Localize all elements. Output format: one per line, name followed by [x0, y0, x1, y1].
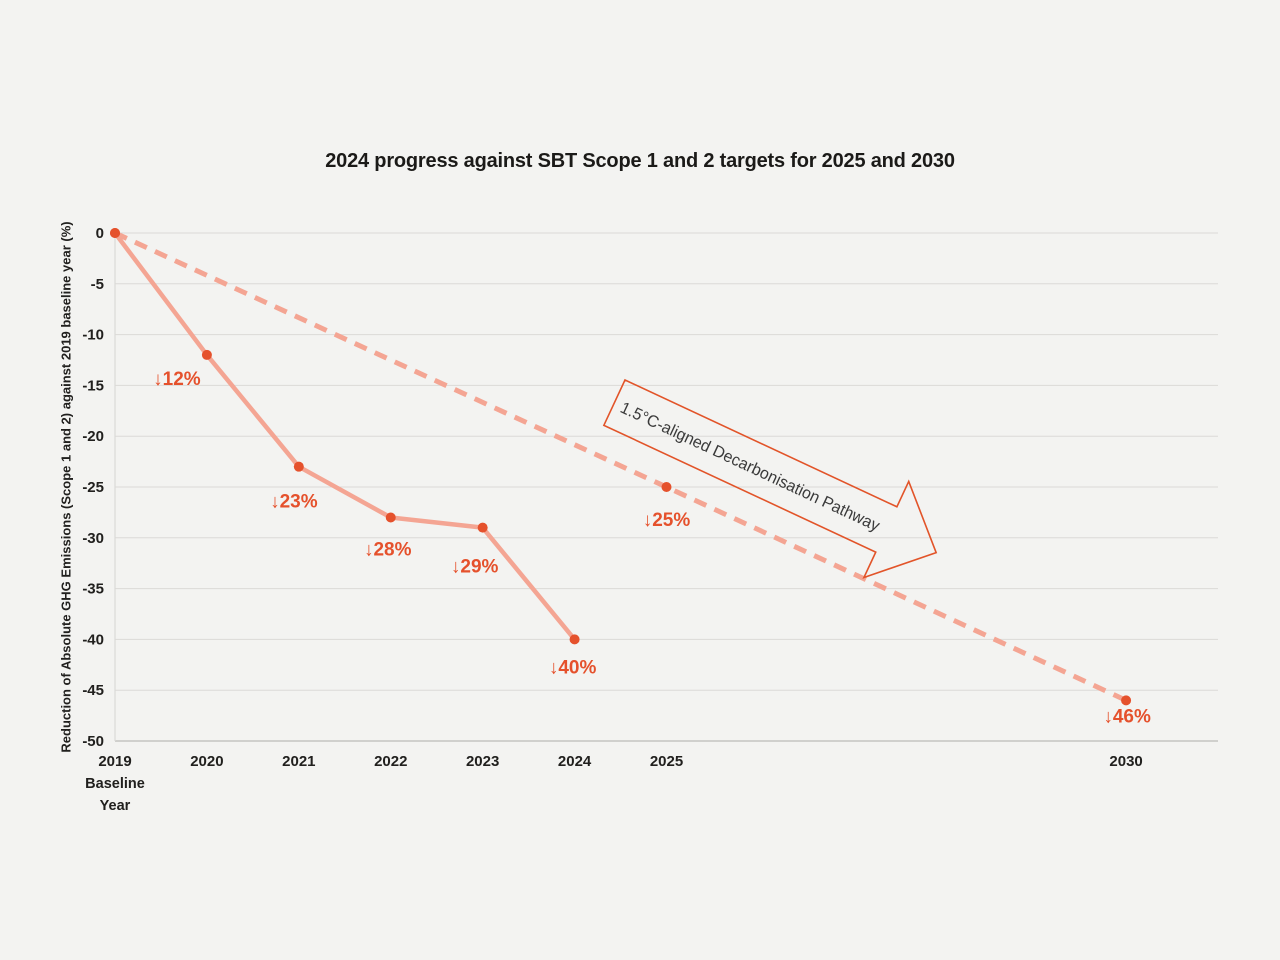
- y-tick-label--15: -15: [82, 377, 104, 394]
- y-tick-label--10: -10: [82, 327, 104, 344]
- y-tick-label--20: -20: [82, 428, 104, 445]
- data-point-2030: [1121, 695, 1132, 706]
- data-label-2024: ↓40%: [549, 657, 597, 678]
- data-label-2023: ↓29%: [451, 557, 499, 578]
- pathway-annotation: 1.5°C-aligned Decarbonisation Pathway: [602, 378, 938, 579]
- data-point-2021: [293, 461, 304, 472]
- x-tick-label-2020: 2020: [190, 753, 223, 770]
- x-tick-note-line-1: Year: [100, 798, 131, 814]
- pathway-series-line: [113, 230, 1128, 703]
- y-tick-label--45: -45: [82, 682, 104, 699]
- annotation-arrow-shape: [602, 378, 938, 579]
- data-label-2020: ↓12%: [153, 369, 201, 390]
- data-point-2024: [569, 634, 580, 645]
- data-point-2020: [201, 349, 212, 360]
- data-point-2023: [477, 522, 488, 533]
- data-point-2025: [661, 482, 672, 492]
- data-point-2019: [110, 228, 120, 238]
- y-tick-label--50: -50: [82, 733, 104, 750]
- x-tick-note-line-0: Baseline: [85, 776, 145, 792]
- y-tick-label--25: -25: [82, 479, 104, 496]
- data-label-2021: ↓23%: [270, 492, 318, 513]
- y-tick-label--30: -30: [82, 530, 104, 547]
- x-tick-label-2025: 2025: [650, 753, 683, 770]
- x-tick-label-2023: 2023: [466, 753, 499, 770]
- x-tick-label-2030: 2030: [1109, 753, 1142, 770]
- data-label-2025: ↓25%: [643, 510, 691, 531]
- x-tick-label-2024: 2024: [558, 753, 592, 770]
- data-label-2030: ↓46%: [1103, 706, 1151, 727]
- actual-series-line: [112, 230, 577, 642]
- data-point-2022: [385, 512, 396, 523]
- data-label-2022: ↓28%: [364, 539, 412, 560]
- y-tick-label--5: -5: [91, 276, 104, 293]
- y-tick-label--35: -35: [82, 581, 104, 598]
- x-tick-label-2021: 2021: [282, 753, 315, 770]
- chart-title: 2024 progress against SBT Scope 1 and 2 …: [325, 150, 955, 172]
- x-tick-label-2022: 2022: [374, 753, 407, 770]
- y-tick-label-0: 0: [96, 225, 104, 242]
- x-tick-label-2019: 2019: [98, 753, 131, 770]
- y-tick-label--40: -40: [82, 631, 104, 648]
